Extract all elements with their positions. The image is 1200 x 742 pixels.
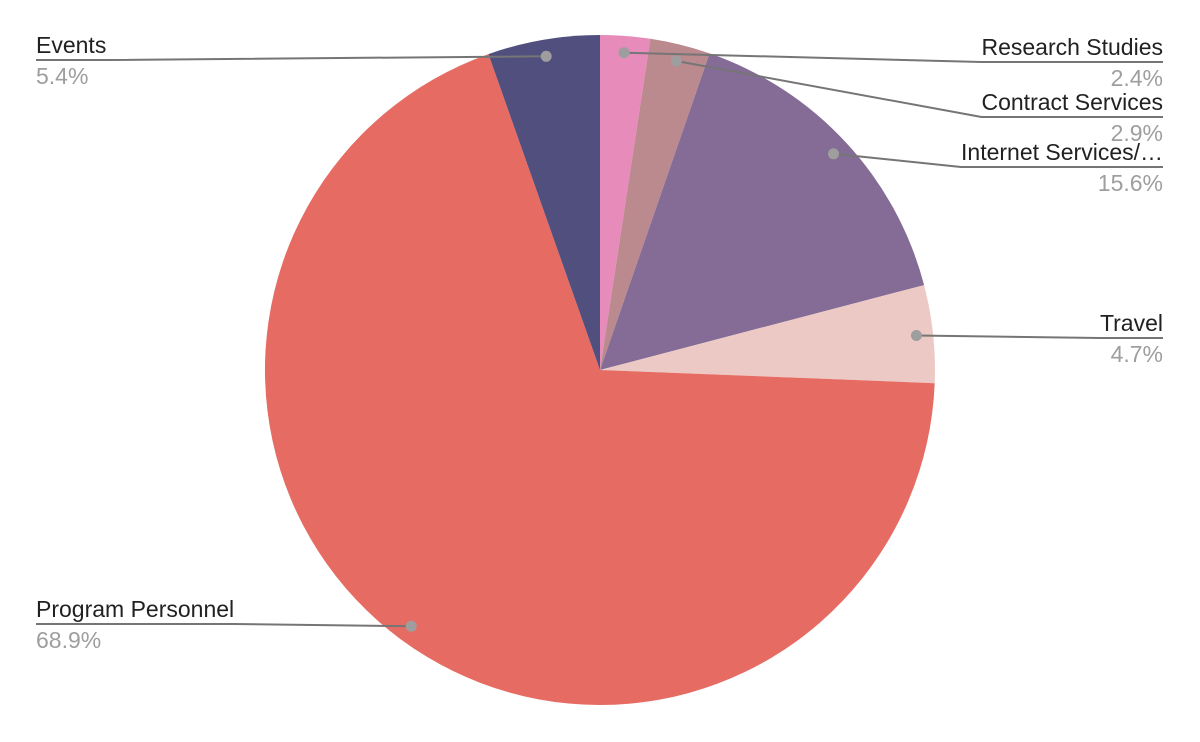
slice-percent-events: 5.4%: [36, 63, 88, 89]
anchor-dot-travel: [910, 330, 922, 341]
leader-line-travel: [916, 334, 1163, 339]
pie-slice-program-personnel[interactable]: [264, 54, 935, 705]
slice-label-program-personnel: Program Personnel: [36, 596, 234, 622]
slice-percent-program-personnel: 68.9%: [36, 627, 101, 653]
pie-slice-events[interactable]: [488, 34, 600, 370]
anchor-dot-research-studies: [618, 47, 630, 59]
leader-line-events: [36, 55, 547, 61]
anchor-dot-contract-services: [670, 55, 682, 67]
leader-line-contract-services: [676, 60, 1163, 118]
slice-label-internet-services: Internet Services/…: [961, 139, 1163, 165]
slice-percent-internet-services: 15.6%: [1098, 170, 1163, 196]
slice-label-contract-services: Contract Services: [981, 89, 1163, 115]
anchor-dot-program-personnel: [405, 620, 417, 632]
leader-line-research-studies: [623, 51, 1163, 63]
leader-line-program-personnel: [36, 623, 412, 628]
pie-slice-travel[interactable]: [600, 285, 935, 384]
pie-slice-contract-services[interactable]: [600, 38, 710, 371]
slice-percent-research-studies: 2.4%: [1111, 65, 1163, 91]
slice-label-events: Events: [36, 32, 106, 58]
slice-label-travel: Travel: [1100, 310, 1163, 336]
anchor-dot-events: [540, 50, 552, 62]
leader-line-internet-services: [833, 152, 1163, 168]
slice-percent-travel: 4.7%: [1111, 341, 1163, 367]
pie-slice-research-studies[interactable]: [600, 34, 651, 370]
pie-slice-internet-services[interactable]: [600, 53, 925, 371]
anchor-dot-internet-services: [828, 148, 839, 160]
slice-percent-contract-services: 2.9%: [1111, 120, 1163, 146]
slice-label-research-studies: Research Studies: [981, 34, 1163, 60]
